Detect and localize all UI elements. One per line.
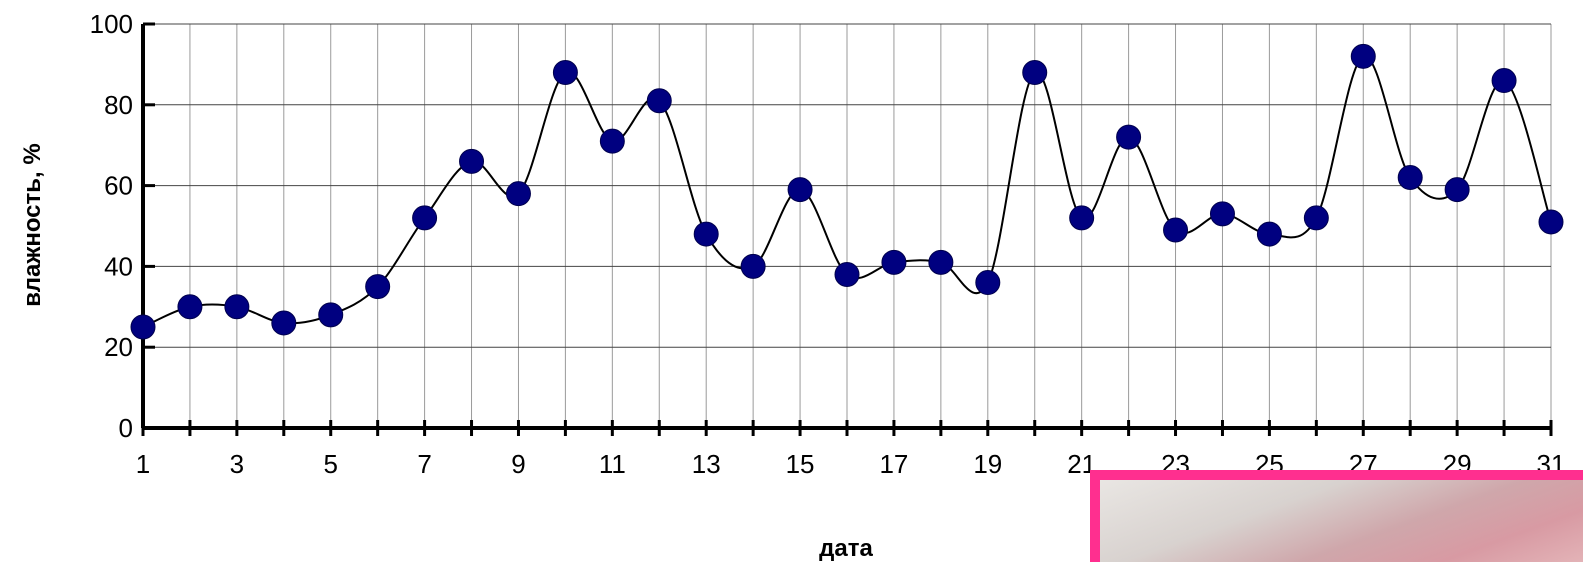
data-point: [1538, 209, 1564, 235]
data-point: [1022, 59, 1048, 85]
axes: [141, 22, 1553, 436]
y-tick-label: 20: [104, 332, 133, 362]
x-tick-label: 5: [323, 449, 337, 479]
data-point: [787, 177, 813, 203]
data-point: [1303, 205, 1329, 231]
data-point: [693, 221, 719, 247]
data-point: [1116, 124, 1142, 150]
data-point: [1397, 165, 1423, 191]
grid-lines: [143, 23, 1552, 428]
x-tick-label: 11: [599, 449, 626, 479]
data-point: [740, 253, 766, 279]
data-point: [599, 128, 625, 154]
data-point: [177, 294, 203, 320]
x-axis-title: дата: [819, 535, 873, 562]
photo-image: [1100, 480, 1583, 562]
x-tick-label: 19: [973, 449, 1002, 479]
y-tick-label: 80: [104, 90, 133, 120]
x-tick-label: 7: [417, 449, 431, 479]
y-tick-label: 40: [104, 251, 133, 281]
data-point: [412, 205, 438, 231]
data-point: [1069, 205, 1095, 231]
y-tick-labels: 0 20 40 60 80 100: [90, 9, 133, 443]
data-point: [130, 314, 156, 340]
data-point: [224, 294, 250, 320]
data-point: [1256, 221, 1282, 247]
data-point: [1444, 177, 1470, 203]
data-point: [1491, 68, 1517, 94]
data-point: [834, 261, 860, 287]
y-tick-label: 0: [119, 413, 133, 443]
data-point: [1350, 43, 1376, 69]
photo-inset: [1090, 470, 1583, 562]
data-point: [459, 148, 485, 174]
data-point: [881, 249, 907, 275]
data-point: [975, 270, 1001, 296]
x-tick-label: 15: [786, 449, 815, 479]
data-point: [1163, 217, 1189, 243]
x-tick-label: 17: [879, 449, 908, 479]
x-tick-label: 1: [136, 449, 150, 479]
data-points: [130, 43, 1564, 340]
y-tick-label: 60: [104, 171, 133, 201]
x-tick-label: 3: [230, 449, 244, 479]
data-point: [928, 249, 954, 275]
data-point: [1209, 201, 1235, 227]
data-point: [552, 59, 578, 85]
data-point: [318, 302, 344, 328]
data-point: [646, 88, 672, 114]
data-point: [505, 181, 531, 207]
y-axis-title: влажность, %: [19, 143, 46, 306]
y-tick-label: 100: [90, 9, 133, 39]
x-tick-label: 9: [511, 449, 525, 479]
x-tick-label: 13: [692, 449, 721, 479]
data-point: [271, 310, 297, 336]
data-point: [365, 274, 391, 300]
